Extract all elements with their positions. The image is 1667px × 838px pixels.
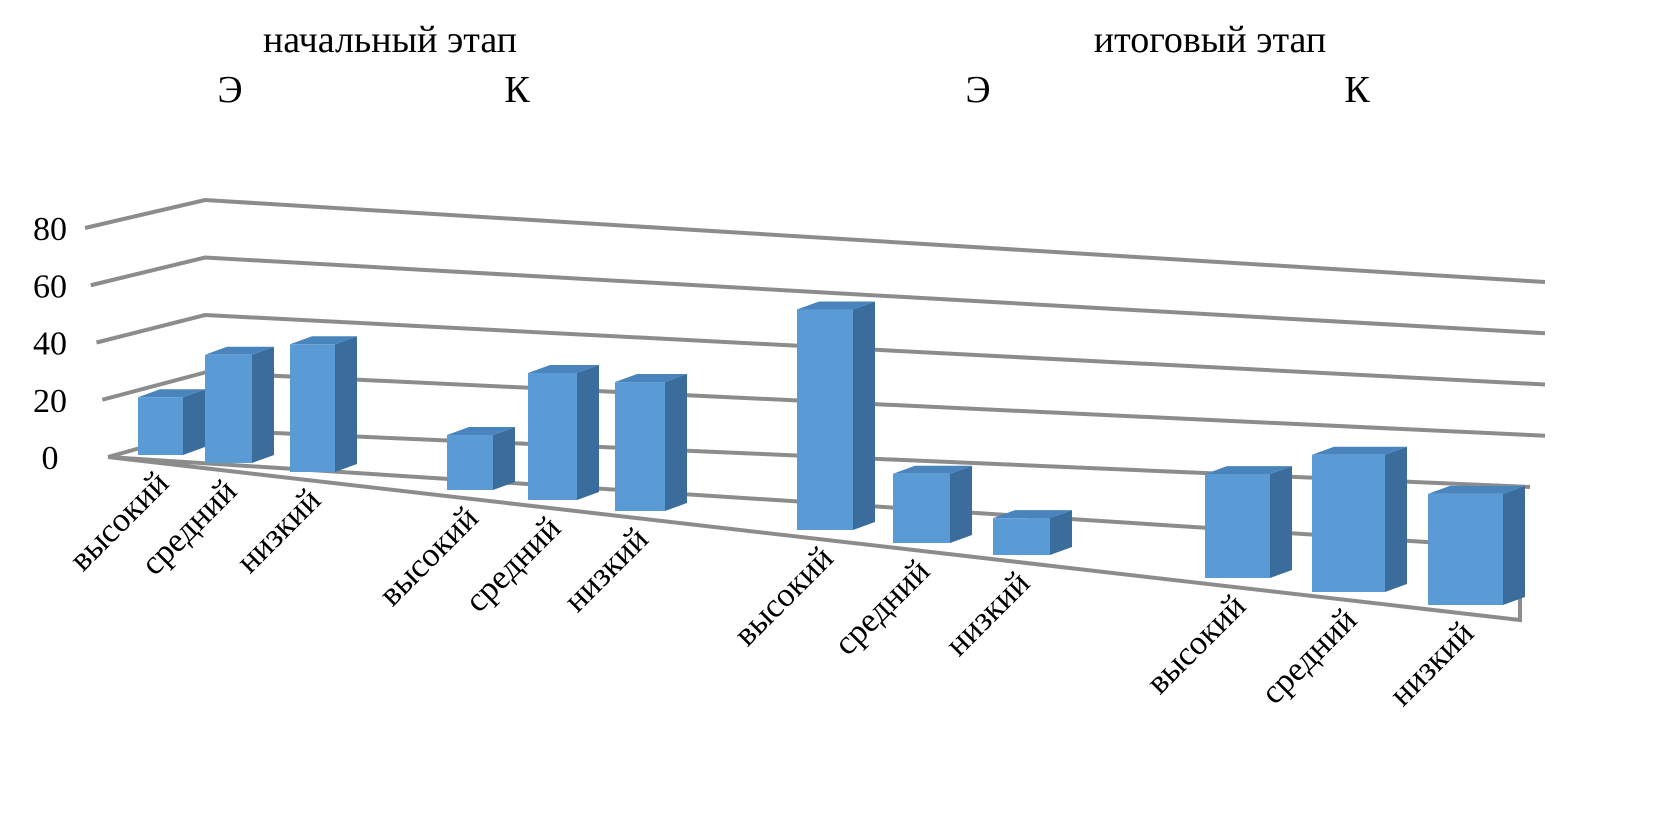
- bar-side: [335, 336, 357, 472]
- bar-front: [797, 309, 853, 530]
- bar-Э-низкий: [993, 510, 1072, 555]
- y-tick-label: 20: [33, 383, 67, 420]
- category-label: высокий: [727, 539, 841, 653]
- bar-side: [665, 374, 687, 511]
- y-tick-label: 0: [42, 440, 59, 477]
- category-label: средний: [827, 552, 937, 662]
- bar-front: [528, 372, 577, 500]
- bar-side: [1050, 510, 1072, 555]
- bar-side: [577, 364, 599, 500]
- bar-side: [252, 346, 274, 463]
- bar-top: [290, 336, 357, 345]
- bar-top: [797, 301, 875, 310]
- bar-Э-средний: [893, 465, 972, 543]
- bar-side: [493, 427, 515, 490]
- bar-Э-средний: [205, 346, 274, 463]
- bar-front: [138, 397, 183, 455]
- bar-К-высокий: [1205, 466, 1292, 578]
- category-label: низкий: [557, 520, 656, 619]
- bar-front: [205, 354, 252, 463]
- bars: [138, 301, 1525, 605]
- category-label: низкий: [229, 481, 328, 580]
- bar-side: [853, 301, 875, 530]
- group-title-final-e: Э: [965, 69, 990, 111]
- bar-Э-высокий: [797, 301, 875, 530]
- bar-top: [528, 364, 599, 373]
- bar-side: [183, 389, 205, 455]
- bar-front: [1428, 493, 1503, 605]
- bar-side: [1385, 446, 1407, 592]
- bar-front: [893, 473, 950, 543]
- bar-top: [893, 465, 972, 474]
- bar-top: [1312, 446, 1407, 455]
- category-label: низкий: [1382, 614, 1481, 713]
- bar-side: [1503, 485, 1525, 605]
- gridline-40: [96, 312, 1546, 387]
- gridline-80: [84, 197, 1546, 284]
- group-title-initial-k: К: [504, 69, 530, 111]
- bar-К-низкий: [615, 374, 687, 511]
- bar-К-высокий: [447, 427, 515, 490]
- bar-top: [615, 374, 687, 383]
- bar-side: [1270, 466, 1292, 578]
- bar-front: [290, 344, 335, 472]
- bar-top: [993, 510, 1072, 519]
- bar-front: [993, 518, 1050, 555]
- bar-top: [138, 389, 205, 398]
- bar-front: [447, 435, 493, 490]
- stage-title-final: итоговый этап: [1094, 19, 1326, 61]
- category-label: низкий: [938, 564, 1037, 663]
- gridline-60: [90, 255, 1546, 336]
- group-title-initial-e: Э: [217, 69, 242, 111]
- y-axis-ticks: 0 20 40 60 80: [33, 211, 67, 477]
- bar-К-средний: [528, 364, 599, 500]
- bar-top: [205, 346, 274, 355]
- bar-Э-низкий: [290, 336, 357, 472]
- bar-top: [1428, 485, 1525, 494]
- bar-front: [615, 382, 665, 511]
- y-tick-label: 60: [33, 268, 67, 305]
- bar-Э-высокий: [138, 389, 205, 455]
- bar-К-средний: [1312, 446, 1407, 592]
- y-tick-label: 40: [33, 326, 67, 363]
- bar-К-низкий: [1428, 485, 1525, 605]
- category-label: средний: [1254, 601, 1364, 711]
- bar-front: [1312, 454, 1385, 592]
- y-tick-label: 80: [33, 211, 67, 248]
- category-label: высокий: [1139, 587, 1253, 701]
- bar-top: [1205, 466, 1292, 475]
- stage-title-initial: начальный этап: [263, 19, 517, 61]
- bar-side: [950, 465, 972, 543]
- bar-front: [1205, 474, 1270, 578]
- bar-top: [447, 427, 515, 436]
- group-title-final-k: К: [1344, 69, 1370, 111]
